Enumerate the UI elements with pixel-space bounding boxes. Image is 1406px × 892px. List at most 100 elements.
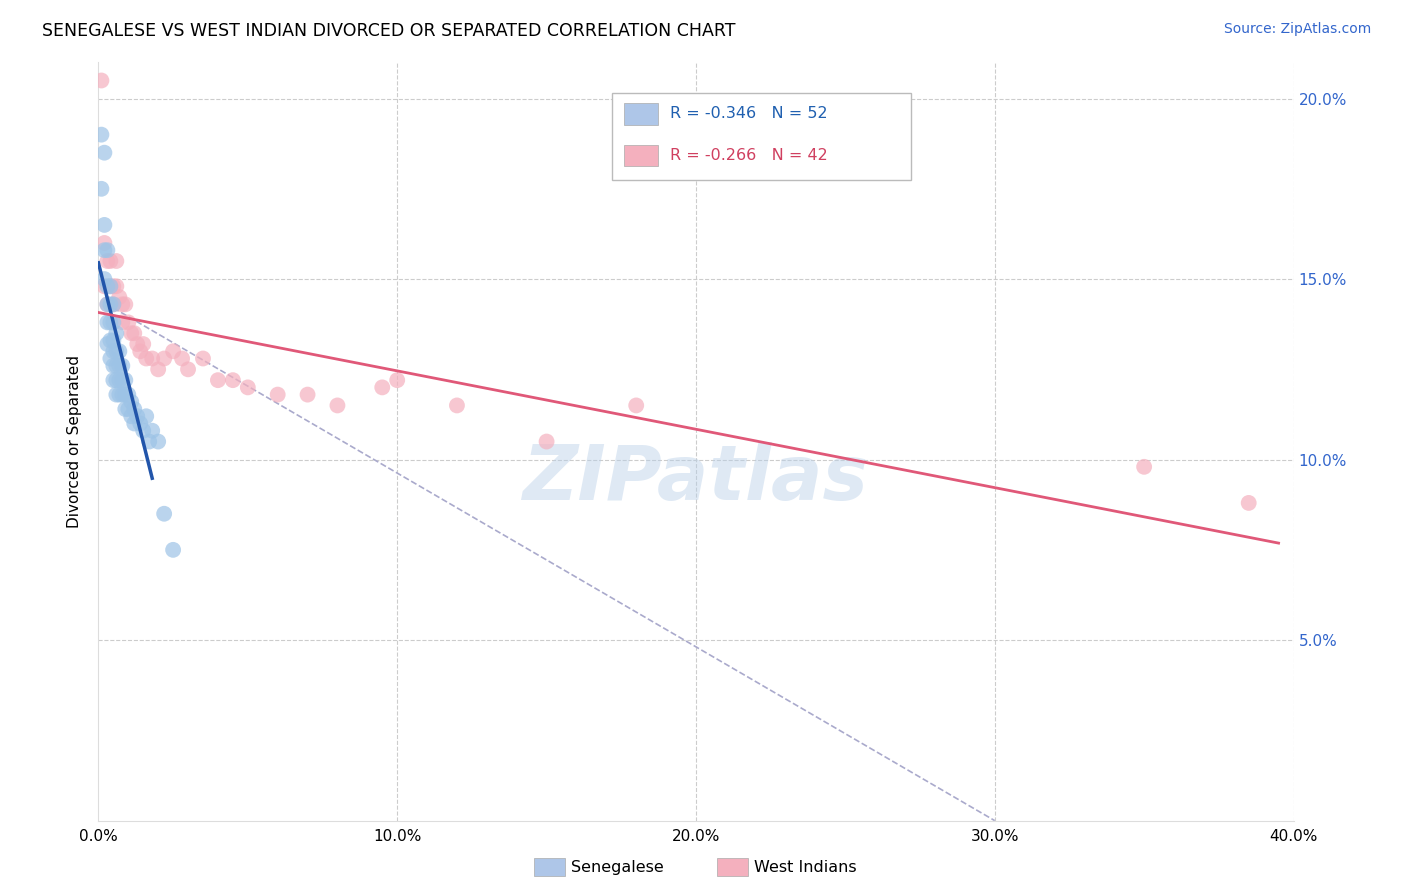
FancyBboxPatch shape bbox=[613, 93, 911, 180]
Text: R = -0.266   N = 42: R = -0.266 N = 42 bbox=[669, 148, 827, 163]
Point bbox=[127, 337, 149, 351]
Point bbox=[177, 362, 200, 376]
Point bbox=[98, 315, 122, 329]
Point bbox=[127, 409, 149, 424]
Point bbox=[103, 359, 125, 373]
Point bbox=[103, 297, 125, 311]
Point bbox=[191, 351, 214, 366]
Point bbox=[153, 351, 176, 366]
Text: R = -0.346   N = 52: R = -0.346 N = 52 bbox=[669, 106, 827, 121]
Point bbox=[96, 243, 118, 257]
Point bbox=[98, 279, 122, 293]
Point bbox=[1133, 459, 1156, 474]
Point bbox=[626, 399, 648, 413]
Text: SENEGALESE VS WEST INDIAN DIVORCED OR SEPARATED CORRELATION CHART: SENEGALESE VS WEST INDIAN DIVORCED OR SE… bbox=[42, 22, 735, 40]
Point bbox=[536, 434, 558, 449]
Bar bbox=[624, 103, 658, 125]
Point bbox=[103, 315, 125, 329]
Point bbox=[138, 434, 160, 449]
Point bbox=[93, 243, 115, 257]
Point bbox=[105, 344, 128, 359]
Point bbox=[129, 417, 152, 431]
Point bbox=[222, 373, 245, 387]
Point bbox=[93, 272, 115, 286]
Point bbox=[132, 424, 155, 438]
Point bbox=[117, 315, 139, 329]
Point bbox=[446, 399, 468, 413]
Point bbox=[103, 279, 125, 293]
Point bbox=[98, 334, 122, 348]
Point bbox=[105, 254, 128, 268]
Point bbox=[108, 359, 131, 373]
Point bbox=[93, 218, 115, 232]
Point bbox=[207, 373, 229, 387]
Point bbox=[93, 145, 115, 160]
Point bbox=[124, 417, 146, 431]
Text: Senegalese: Senegalese bbox=[571, 860, 664, 874]
Point bbox=[132, 337, 155, 351]
Point bbox=[105, 279, 128, 293]
Point bbox=[96, 337, 118, 351]
Point bbox=[96, 315, 118, 329]
Point bbox=[111, 359, 134, 373]
Point bbox=[120, 394, 142, 409]
Point bbox=[111, 297, 134, 311]
Point bbox=[162, 344, 184, 359]
Point bbox=[114, 402, 136, 417]
Point bbox=[103, 297, 125, 311]
Point bbox=[103, 373, 125, 387]
Point bbox=[153, 507, 176, 521]
Point bbox=[148, 362, 170, 376]
Text: West Indians: West Indians bbox=[754, 860, 856, 874]
Point bbox=[108, 387, 131, 401]
Point bbox=[124, 402, 146, 417]
Point bbox=[111, 315, 134, 329]
Point bbox=[90, 128, 112, 142]
Point bbox=[103, 334, 125, 348]
Point bbox=[236, 380, 259, 394]
Point bbox=[98, 254, 122, 268]
Point bbox=[103, 344, 125, 359]
Point bbox=[297, 387, 319, 401]
Text: Source: ZipAtlas.com: Source: ZipAtlas.com bbox=[1223, 22, 1371, 37]
Point bbox=[90, 182, 112, 196]
Point bbox=[141, 424, 163, 438]
Y-axis label: Divorced or Separated: Divorced or Separated bbox=[67, 355, 83, 528]
Point bbox=[111, 387, 134, 401]
Point bbox=[385, 373, 409, 387]
Point bbox=[129, 344, 152, 359]
Point bbox=[111, 373, 134, 387]
Point bbox=[98, 279, 122, 293]
Point bbox=[105, 373, 128, 387]
Point bbox=[326, 399, 349, 413]
Point bbox=[124, 326, 146, 341]
Point bbox=[267, 387, 290, 401]
Point bbox=[108, 344, 131, 359]
Point bbox=[117, 387, 139, 401]
Point bbox=[96, 254, 118, 268]
Point bbox=[98, 351, 122, 366]
Point bbox=[114, 373, 136, 387]
Point bbox=[114, 297, 136, 311]
Point bbox=[98, 297, 122, 311]
Point bbox=[120, 409, 142, 424]
Point bbox=[93, 235, 115, 250]
Point bbox=[120, 326, 142, 341]
Point bbox=[96, 297, 118, 311]
Point bbox=[93, 279, 115, 293]
Point bbox=[96, 279, 118, 293]
Point bbox=[114, 387, 136, 401]
Point bbox=[135, 351, 157, 366]
Point bbox=[135, 409, 157, 424]
Point bbox=[105, 387, 128, 401]
Point bbox=[90, 73, 112, 87]
Point bbox=[108, 373, 131, 387]
Point bbox=[162, 542, 184, 557]
Point bbox=[117, 402, 139, 417]
Point bbox=[96, 297, 118, 311]
Point bbox=[172, 351, 194, 366]
Point bbox=[141, 351, 163, 366]
Point bbox=[105, 359, 128, 373]
Text: ZIPatlas: ZIPatlas bbox=[523, 442, 869, 516]
Point bbox=[1237, 496, 1260, 510]
